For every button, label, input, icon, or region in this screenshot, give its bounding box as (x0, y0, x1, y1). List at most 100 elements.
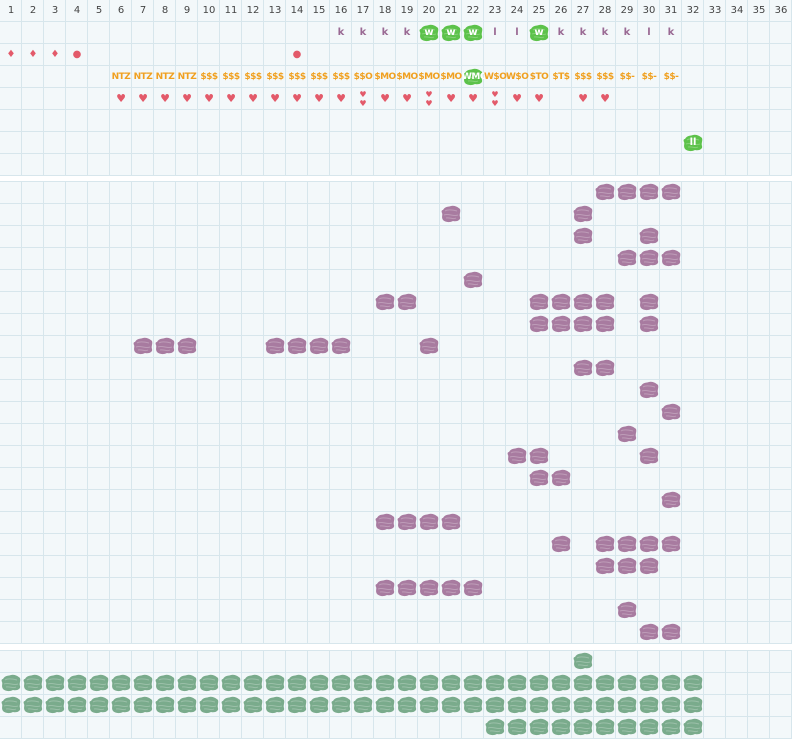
status-cell[interactable]: ♥ ♥ (418, 88, 440, 110)
marked-cell[interactable] (594, 716, 616, 738)
marked-cell[interactable] (396, 577, 418, 599)
status-cell[interactable]: k (396, 22, 418, 44)
marked-cell[interactable] (132, 672, 154, 694)
marked-cell[interactable] (550, 694, 572, 716)
marked-cell[interactable] (374, 672, 396, 694)
marked-cell[interactable] (198, 694, 220, 716)
marked-cell[interactable] (440, 511, 462, 533)
status-cell[interactable]: ● (66, 44, 88, 66)
marked-cell[interactable] (440, 694, 462, 716)
marked-cell[interactable] (572, 694, 594, 716)
marked-cell[interactable] (308, 672, 330, 694)
status-cell[interactable]: NTZ (176, 66, 198, 88)
marked-cell[interactable] (638, 533, 660, 555)
status-cell[interactable]: w (462, 22, 484, 44)
status-cell[interactable]: ♥ (220, 88, 242, 110)
marked-cell[interactable] (198, 672, 220, 694)
marked-cell[interactable] (528, 672, 550, 694)
marked-cell[interactable] (638, 313, 660, 335)
status-cell[interactable]: ♥ (396, 88, 418, 110)
marked-cell[interactable] (110, 694, 132, 716)
marked-cell[interactable] (154, 672, 176, 694)
marked-cell[interactable] (506, 694, 528, 716)
marked-cell[interactable] (660, 533, 682, 555)
status-cell[interactable]: k (594, 22, 616, 44)
marked-cell[interactable] (638, 621, 660, 643)
marked-cell[interactable] (638, 225, 660, 247)
status-cell[interactable]: $$$ (308, 66, 330, 88)
marked-cell[interactable] (682, 672, 704, 694)
marked-cell[interactable] (594, 555, 616, 577)
marked-cell[interactable] (572, 650, 594, 672)
marked-cell[interactable] (638, 555, 660, 577)
status-cell[interactable]: w (528, 22, 550, 44)
status-cell[interactable]: ♥ (264, 88, 286, 110)
status-cell[interactable]: $T$ (550, 66, 572, 88)
marked-cell[interactable] (374, 694, 396, 716)
marked-cell[interactable] (308, 694, 330, 716)
marked-cell[interactable] (572, 357, 594, 379)
marked-cell[interactable] (330, 694, 352, 716)
marked-cell[interactable] (660, 716, 682, 738)
marked-cell[interactable] (616, 423, 638, 445)
marked-cell[interactable] (528, 291, 550, 313)
marked-cell[interactable] (594, 672, 616, 694)
status-cell[interactable]: $TO (528, 66, 550, 88)
status-cell[interactable]: ♥ ♥ (352, 88, 374, 110)
status-cell[interactable]: WMO (462, 66, 488, 88)
marked-cell[interactable] (396, 511, 418, 533)
marked-cell[interactable] (572, 313, 594, 335)
status-cell[interactable]: $$$ (572, 66, 594, 88)
marked-cell[interactable] (462, 694, 484, 716)
status-cell[interactable]: k (352, 22, 374, 44)
marked-cell[interactable] (132, 694, 154, 716)
status-cell[interactable]: $$- (660, 66, 682, 88)
status-cell[interactable]: ● (286, 44, 308, 66)
marked-cell[interactable] (660, 401, 682, 423)
marked-cell[interactable] (462, 269, 484, 291)
marked-cell[interactable] (440, 672, 462, 694)
marked-cell[interactable] (352, 694, 374, 716)
marked-cell[interactable] (286, 335, 308, 357)
marked-cell[interactable] (396, 672, 418, 694)
marked-cell[interactable] (594, 313, 616, 335)
marked-cell[interactable] (638, 445, 660, 467)
marked-cell[interactable] (484, 716, 506, 738)
marked-cell[interactable] (264, 672, 286, 694)
marked-cell[interactable] (572, 716, 594, 738)
marked-cell[interactable] (396, 291, 418, 313)
marked-cell[interactable] (550, 291, 572, 313)
marked-cell[interactable] (44, 694, 66, 716)
marked-cell[interactable] (176, 694, 198, 716)
marked-cell[interactable] (352, 672, 374, 694)
status-cell[interactable]: ♥ (506, 88, 528, 110)
status-cell[interactable]: ♥ ♥ (484, 88, 506, 110)
marked-cell[interactable] (638, 181, 660, 203)
status-cell[interactable]: ♥ (308, 88, 330, 110)
marked-cell[interactable] (176, 672, 198, 694)
status-cell[interactable]: $$$ (242, 66, 264, 88)
marked-cell[interactable] (242, 694, 264, 716)
marked-cell[interactable] (154, 694, 176, 716)
status-cell[interactable]: k (616, 22, 638, 44)
status-cell[interactable]: $$$ (330, 66, 352, 88)
marked-cell[interactable] (660, 672, 682, 694)
marked-cell[interactable] (594, 357, 616, 379)
marked-cell[interactable] (484, 672, 506, 694)
marked-cell[interactable] (528, 467, 550, 489)
marked-cell[interactable] (594, 181, 616, 203)
status-cell[interactable]: ♥ (286, 88, 308, 110)
marked-cell[interactable] (66, 694, 88, 716)
status-cell[interactable]: ♥ (132, 88, 154, 110)
marked-cell[interactable] (572, 291, 594, 313)
marked-cell[interactable] (418, 577, 440, 599)
marked-cell[interactable] (154, 335, 176, 357)
marked-cell[interactable] (506, 716, 528, 738)
status-cell[interactable]: l (506, 22, 528, 44)
status-cell[interactable]: ♥ (462, 88, 484, 110)
marked-cell[interactable] (638, 247, 660, 269)
status-cell[interactable]: ♦ (22, 44, 44, 66)
status-cell[interactable]: l (484, 22, 506, 44)
marked-cell[interactable] (616, 716, 638, 738)
marked-cell[interactable] (550, 313, 572, 335)
